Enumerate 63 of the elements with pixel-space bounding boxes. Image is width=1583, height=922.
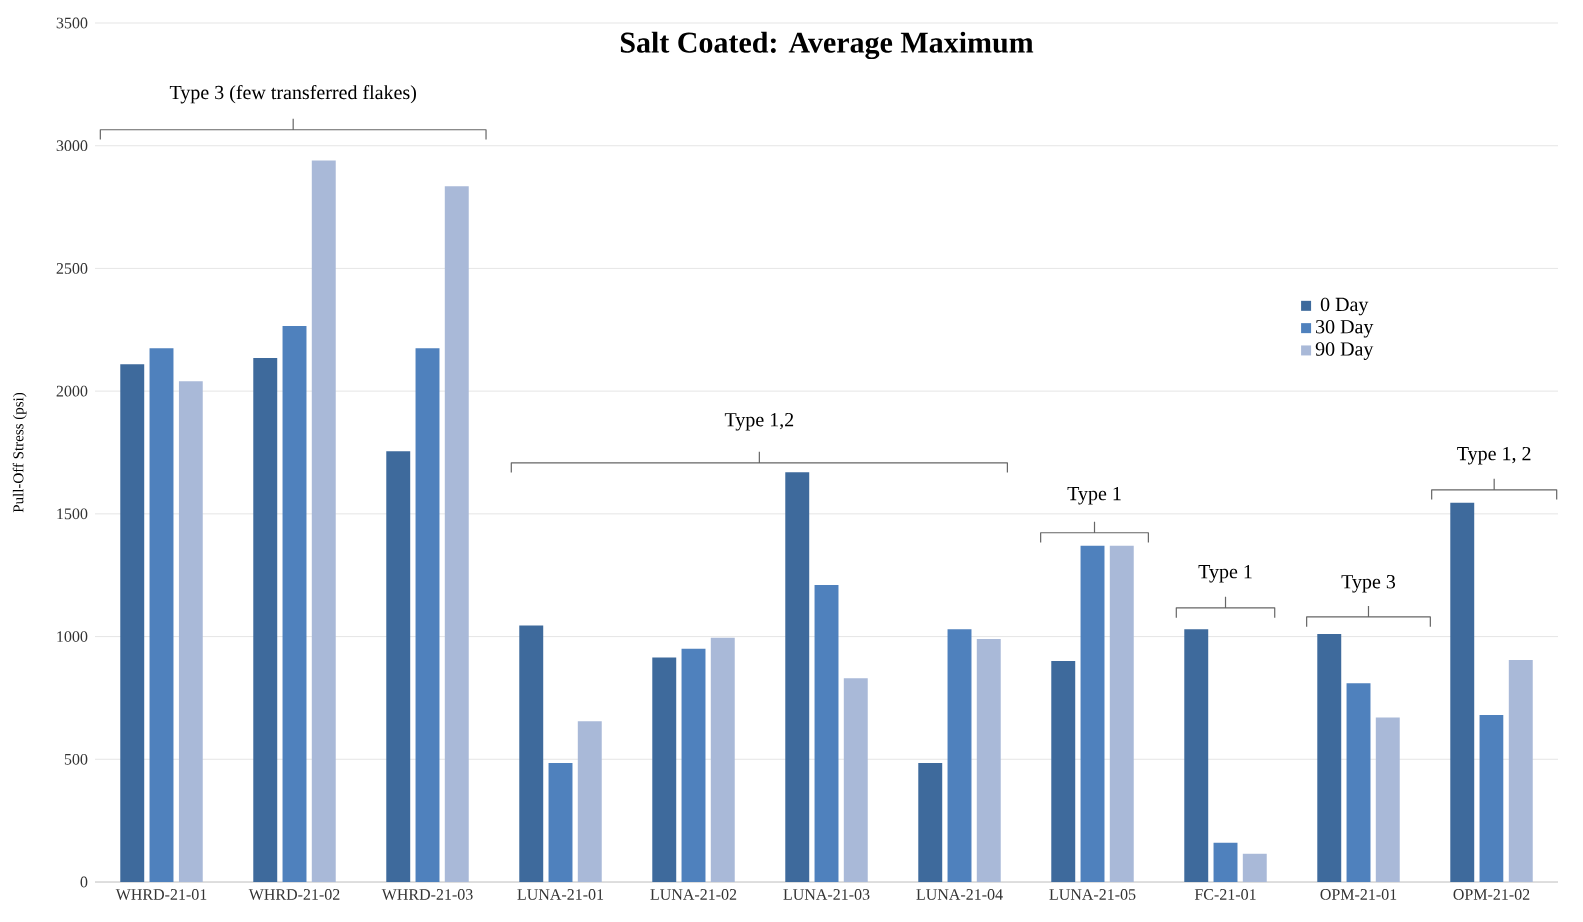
legend-label: 0 Day <box>1320 297 1369 316</box>
bar <box>947 629 972 882</box>
bar <box>577 721 602 882</box>
x-tick-label: LUNA-21-01 <box>517 889 604 900</box>
y-axis-title: Pull-Off Stress (psi) <box>12 392 27 513</box>
bar <box>1346 683 1371 882</box>
bar <box>1450 502 1475 882</box>
y-tick-label: 2000 <box>56 385 88 397</box>
annotation: Type 1 <box>1067 486 1121 505</box>
x-tick-label: OPM-21-01 <box>1320 889 1397 900</box>
x-tick-label: LUNA-21-04 <box>916 889 1003 900</box>
bar <box>918 762 943 882</box>
bar <box>311 160 336 882</box>
x-tick-label: WHRD-21-02 <box>248 889 340 900</box>
bar <box>1051 661 1076 882</box>
bar <box>814 585 839 882</box>
bar <box>519 625 544 882</box>
bar <box>1080 545 1105 882</box>
bar <box>976 639 1001 882</box>
bar <box>386 451 411 882</box>
bar <box>1213 842 1238 882</box>
bar <box>1375 717 1400 882</box>
bar <box>1508 659 1533 882</box>
bar <box>444 186 469 882</box>
bar <box>1242 853 1267 882</box>
legend-label: 30 Day <box>1316 319 1374 338</box>
bar <box>149 348 174 882</box>
bar <box>1184 629 1209 882</box>
y-tick-label: 3000 <box>56 140 88 152</box>
y-tick-label: 1000 <box>57 631 88 642</box>
y-tick-label: 2500 <box>56 263 88 274</box>
bar <box>120 364 145 882</box>
bar <box>1317 634 1342 882</box>
bar <box>282 326 307 882</box>
x-tick-label: WHRD-21-01 <box>115 889 207 900</box>
y-tick-label: 500 <box>64 753 88 765</box>
x-tick-label: WHRD-21-03 <box>381 889 473 900</box>
legend-label: 90 Day <box>1315 342 1374 360</box>
bar <box>253 358 278 882</box>
bar <box>652 657 677 882</box>
annotation: Type 1 <box>1198 564 1252 583</box>
annotation: Type 1,2 <box>724 413 794 431</box>
annotation: Type 1, 2 <box>1457 446 1531 465</box>
x-tick-label: FC-21-01 <box>1194 889 1256 900</box>
y-tick-label: 3500 <box>56 17 88 29</box>
x-tick-label: LUNA-21-03 <box>783 889 870 900</box>
bar <box>548 762 573 882</box>
bar <box>710 637 735 882</box>
x-tick-label: OPM-21-02 <box>1453 889 1530 900</box>
bar <box>681 648 706 882</box>
annotation: Type 3 (few transferred flakes) <box>169 84 416 104</box>
bar <box>843 678 868 882</box>
bar <box>785 472 810 882</box>
bar <box>1479 715 1504 882</box>
chart-title: Salt Coated: Average Maximum <box>620 31 1034 60</box>
bar <box>1109 545 1134 882</box>
x-tick-label: LUNA-21-02 <box>650 889 737 900</box>
bar <box>178 381 203 882</box>
x-tick-label: LUNA-21-05 <box>1049 889 1136 900</box>
bar <box>415 348 440 882</box>
y-tick-label: 0 <box>80 876 88 888</box>
annotation: Type 3 <box>1341 575 1396 593</box>
y-tick-label: 1500 <box>57 508 88 520</box>
